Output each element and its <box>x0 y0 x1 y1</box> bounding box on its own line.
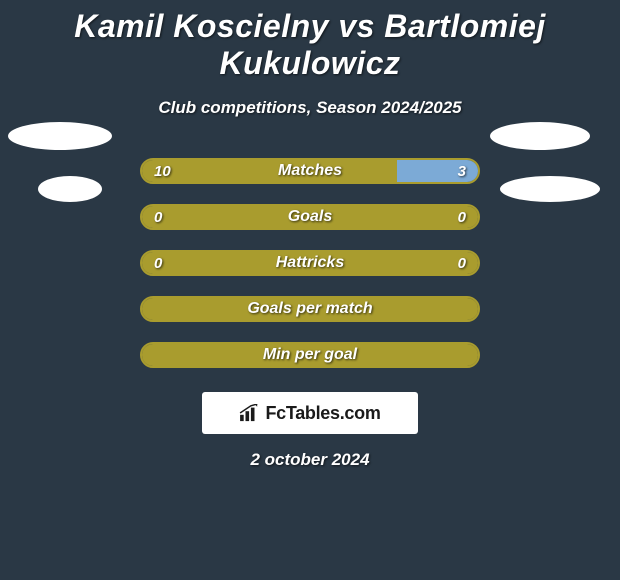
bar-value-right: 0 <box>458 255 466 272</box>
player-ellipse <box>490 122 590 150</box>
bar-row: Hattricks0 0 <box>0 240 620 286</box>
page-subtitle: Club competitions, Season 2024/2025 <box>0 98 620 118</box>
bar-track: Hattricks0 0 <box>140 250 480 276</box>
player-ellipse <box>500 176 600 202</box>
bar-track: Min per goal <box>140 342 480 368</box>
bar-track: Goals per match <box>140 296 480 322</box>
brand-box: FcTables.com <box>202 392 418 434</box>
bar-label: Hattricks <box>142 254 478 272</box>
page-title: Kamil Koscielny vs Bartlomiej Kukulowicz <box>0 0 620 82</box>
bar-label: Min per goal <box>142 346 478 364</box>
bar-value-right: 3 <box>458 163 466 180</box>
bar-label: Goals per match <box>142 300 478 318</box>
date-label: 2 october 2024 <box>0 450 620 470</box>
bar-value-right: 0 <box>458 209 466 226</box>
bar-track: Goals0 0 <box>140 204 480 230</box>
bar-label: Matches <box>142 162 478 180</box>
bar-row: Goals per match <box>0 286 620 332</box>
bar-label: Goals <box>142 208 478 226</box>
bar-row: Min per goal <box>0 332 620 378</box>
player-ellipse <box>38 176 102 202</box>
chart-icon <box>239 404 261 422</box>
player-ellipse <box>8 122 112 150</box>
bar-track: Matches10 3 <box>140 158 480 184</box>
bar-value-left: 0 <box>154 255 162 272</box>
bar-row: Goals0 0 <box>0 194 620 240</box>
bar-value-left: 10 <box>154 163 171 180</box>
brand-text: FcTables.com <box>265 403 380 424</box>
bar-value-left: 0 <box>154 209 162 226</box>
